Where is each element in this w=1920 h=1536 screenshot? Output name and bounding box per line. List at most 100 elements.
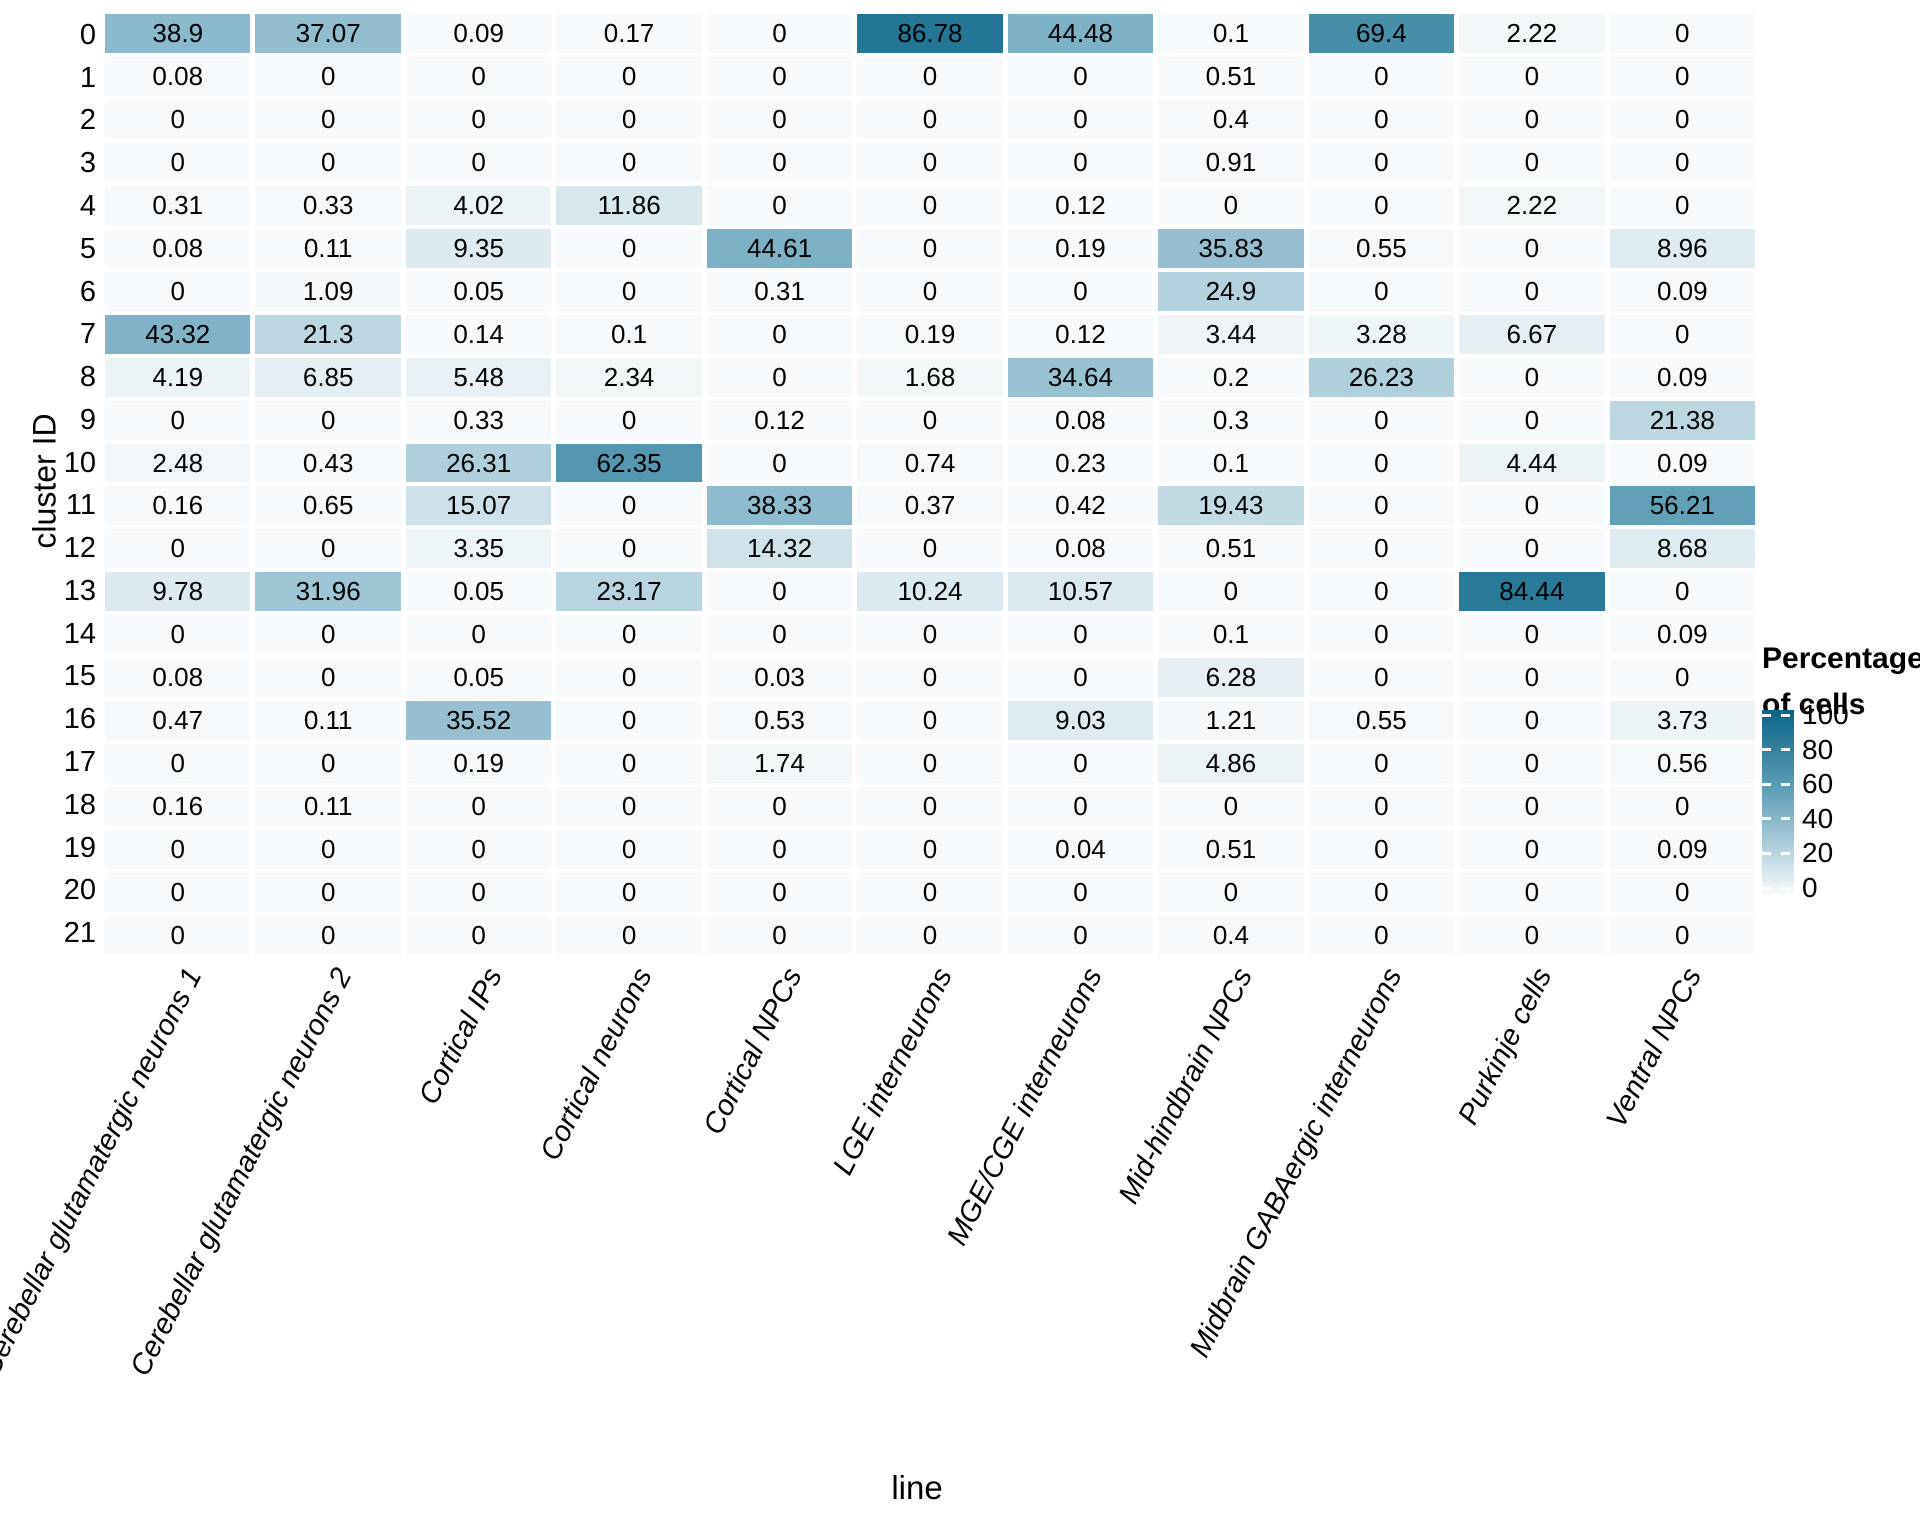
heatmap-cell: 0 (706, 314, 853, 354)
heatmap-cell: 0 (706, 357, 853, 397)
heatmap-cell: 0 (1459, 830, 1605, 870)
heatmap-cell: 0 (405, 99, 552, 139)
heatmap-cell: 10.24 (857, 572, 1003, 612)
heatmap-cell: 0.05 (405, 572, 552, 612)
heatmap-cell: 0 (105, 529, 251, 569)
y-axis-tick-label: 10 (63, 446, 96, 479)
y-axis-tick-label: 12 (63, 532, 96, 565)
heatmap-cell: 9.35 (405, 228, 552, 268)
heatmap-cell: 0 (405, 873, 552, 913)
heatmap-cell: 0 (1609, 572, 1755, 612)
heatmap-cell: 21.38 (1609, 400, 1755, 440)
heatmap-cell: 6.28 (1158, 658, 1304, 698)
heatmap-cell: 0 (1308, 400, 1455, 440)
heatmap-cell: 0 (706, 56, 853, 96)
legend-tick-mark (1762, 886, 1771, 890)
heatmap-cell: 0 (706, 14, 853, 53)
heatmap-cell: 0.31 (706, 271, 853, 311)
heatmap-cell: 0.11 (255, 701, 401, 741)
heatmap-cell: 19.43 (1158, 486, 1304, 526)
heatmap-cell: 0.51 (1158, 830, 1304, 870)
heatmap-cell: 0.1 (1158, 14, 1304, 53)
heatmap-cell: 0 (857, 658, 1003, 698)
heatmap-cell: 0.11 (255, 228, 401, 268)
legend-tick-mark (1762, 748, 1771, 752)
heatmap-cell: 0.4 (1158, 99, 1304, 139)
heatmap-cell: 0 (1308, 443, 1455, 483)
heatmap-cell: 4.44 (1459, 443, 1605, 483)
heatmap-cell: 8.68 (1609, 529, 1755, 569)
heatmap-cell: 0.09 (405, 14, 552, 53)
heatmap-cell: 0.43 (255, 443, 401, 483)
heatmap-cell: 0 (1308, 185, 1455, 225)
heatmap-cell: 0 (556, 916, 702, 955)
heatmap-cell: 0 (857, 787, 1003, 827)
heatmap-cell: 0.53 (706, 701, 853, 741)
heatmap-cell: 0 (1609, 873, 1755, 913)
heatmap-cell: 0 (105, 830, 251, 870)
heatmap-cell: 11.86 (556, 185, 702, 225)
heatmap-cell: 0.55 (1308, 701, 1455, 741)
legend-tick-mark (1781, 713, 1790, 717)
heatmap-cell: 56.21 (1609, 486, 1755, 526)
y-axis-tick-label: 7 (79, 318, 96, 351)
heatmap-grid: 38.9 37.07 0.09 0.17 0 86.78 44.48 0.1 69.4 2.22 0… (105, 14, 1755, 955)
heatmap-cell: 4.86 (1158, 744, 1304, 784)
heatmap-cell: 0 (556, 701, 702, 741)
y-axis-tick-label: 18 (63, 788, 96, 821)
heatmap-cell: 44.61 (706, 228, 853, 268)
heatmap-cell: 0 (706, 572, 853, 612)
heatmap-cell: 0 (1308, 744, 1455, 784)
heatmap-cell: 0 (1609, 56, 1755, 96)
heatmap-cell: 0 (105, 99, 251, 139)
heatmap-cell: 0.19 (857, 314, 1003, 354)
heatmap-cell: 0 (105, 916, 251, 955)
heatmap-cell: 44.48 (1007, 14, 1154, 53)
heatmap-cell: 9.78 (105, 572, 251, 612)
heatmap-cell: 0 (1459, 486, 1605, 526)
heatmap-cell: 0 (857, 873, 1003, 913)
y-axis-tick-label: 16 (63, 703, 96, 736)
y-axis-tick-label: 13 (63, 574, 96, 607)
heatmap-cell: 0.08 (105, 56, 251, 96)
heatmap-cell: 86.78 (857, 14, 1003, 53)
heatmap-cell: 0 (255, 744, 401, 784)
heatmap-cell: 35.83 (1158, 228, 1304, 268)
heatmap-cell: 0 (857, 99, 1003, 139)
heatmap-cell: 2.22 (1459, 185, 1605, 225)
heatmap-cell: 0.4 (1158, 916, 1304, 955)
heatmap-cell: 0 (1158, 873, 1304, 913)
heatmap-cell: 0 (1459, 529, 1605, 569)
heatmap-cell: 0.12 (1007, 314, 1154, 354)
y-axis-tick-label: 15 (63, 660, 96, 693)
heatmap-cell: 0 (1308, 615, 1455, 655)
heatmap-cell: 0 (255, 830, 401, 870)
heatmap-cell: 0.04 (1007, 830, 1154, 870)
heatmap-cell: 0.37 (857, 486, 1003, 526)
legend-title-line1: Percentage (1762, 642, 1920, 675)
legend-tick-labels: 100 80 60 40 20 0 (1802, 699, 1912, 903)
heatmap-cell: 3.28 (1308, 314, 1455, 354)
heatmap-cell: 1.68 (857, 357, 1003, 397)
heatmap-cell: 0 (255, 529, 401, 569)
legend-tick-mark (1762, 713, 1771, 717)
heatmap-cell: 0 (1459, 615, 1605, 655)
heatmap-cell: 0 (857, 142, 1003, 182)
y-axis-tick-label: 8 (79, 361, 96, 394)
y-axis-tick-label: 17 (63, 746, 96, 779)
heatmap-cell: 37.07 (255, 14, 401, 53)
y-axis-tick-label: 9 (79, 403, 96, 436)
heatmap-cell: 0.12 (706, 400, 853, 440)
heatmap-cell: 0.11 (255, 787, 401, 827)
heatmap-cell: 0 (706, 916, 853, 955)
heatmap-cell: 0 (1308, 99, 1455, 139)
heatmap-cell: 0 (1308, 271, 1455, 311)
heatmap-cell: 0 (1609, 658, 1755, 698)
legend-tick-mark (1781, 851, 1790, 855)
legend-tick-label: 20 (1802, 837, 1834, 869)
heatmap-cell: 0 (1459, 658, 1605, 698)
heatmap-cell: 0 (1007, 744, 1154, 784)
x-axis-tick-label: MGE/CGE interneurons (940, 963, 1109, 1251)
heatmap-cell: 34.64 (1007, 357, 1154, 397)
heatmap-cell: 0 (857, 615, 1003, 655)
